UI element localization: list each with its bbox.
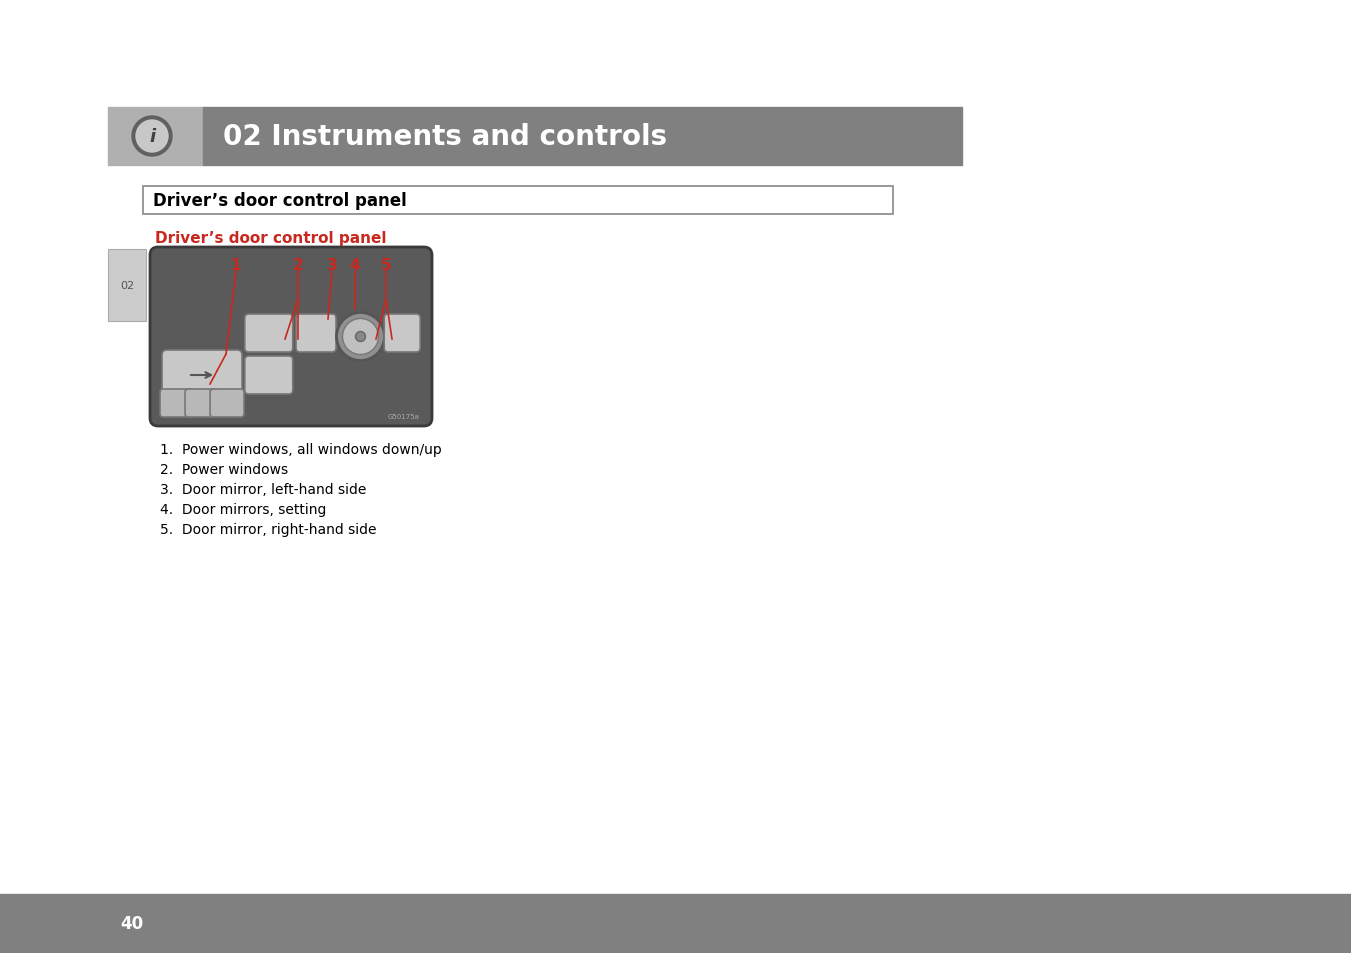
Text: 40: 40 xyxy=(120,914,143,932)
Circle shape xyxy=(343,319,378,355)
Text: 5.  Door mirror, right-hand side: 5. Door mirror, right-hand side xyxy=(159,522,377,537)
Text: 4.  Door mirrors, setting: 4. Door mirrors, setting xyxy=(159,502,327,517)
FancyBboxPatch shape xyxy=(296,314,336,353)
Text: 3.  Door mirror, left-hand side: 3. Door mirror, left-hand side xyxy=(159,482,366,497)
Circle shape xyxy=(336,314,385,361)
Bar xyxy=(153,250,430,424)
Text: Driver’s door control panel: Driver’s door control panel xyxy=(153,192,407,210)
FancyBboxPatch shape xyxy=(185,390,219,417)
Text: i: i xyxy=(149,128,155,146)
Bar xyxy=(203,108,962,166)
Text: 02: 02 xyxy=(120,281,134,291)
Text: 1.  Power windows, all windows down/up: 1. Power windows, all windows down/up xyxy=(159,442,442,456)
Bar xyxy=(143,187,893,214)
Text: 5: 5 xyxy=(381,258,392,274)
Bar xyxy=(0,894,1351,953)
Text: G50175a: G50175a xyxy=(388,414,420,419)
FancyBboxPatch shape xyxy=(384,314,420,353)
Text: 1: 1 xyxy=(231,258,242,274)
FancyBboxPatch shape xyxy=(245,314,293,353)
FancyBboxPatch shape xyxy=(209,390,245,417)
FancyBboxPatch shape xyxy=(150,248,432,427)
Bar xyxy=(108,250,146,322)
FancyBboxPatch shape xyxy=(159,390,195,417)
FancyBboxPatch shape xyxy=(162,351,242,400)
Text: 02 Instruments and controls: 02 Instruments and controls xyxy=(223,123,667,151)
Text: 2: 2 xyxy=(293,258,304,274)
Text: 4: 4 xyxy=(350,258,361,274)
Text: 3: 3 xyxy=(327,258,338,274)
Circle shape xyxy=(355,333,366,342)
Text: Driver’s door control panel: Driver’s door control panel xyxy=(155,231,386,245)
FancyBboxPatch shape xyxy=(245,356,293,395)
Circle shape xyxy=(136,121,168,152)
Circle shape xyxy=(132,117,172,157)
Bar xyxy=(108,108,203,166)
Text: 2.  Power windows: 2. Power windows xyxy=(159,462,288,476)
